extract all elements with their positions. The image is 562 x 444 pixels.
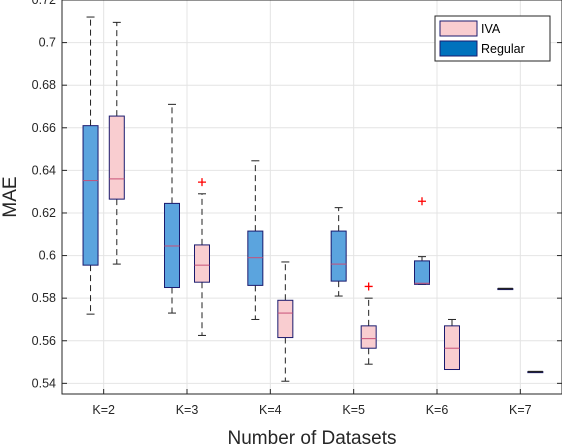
box-regular-K=5 [330,207,347,297]
legend-label-regular: Regular [481,42,525,56]
legend-swatch-regular [439,40,478,57]
legend-swatch-iva [439,20,478,37]
axes [61,0,562,395]
y-tick-label: 0.58 [32,291,56,305]
y-tick-label: 0.68 [32,78,56,92]
box-regular-K=7 [497,287,514,291]
y-tick-label: 0.54 [32,376,56,390]
x-tick-label: K=2 [92,403,115,417]
x-tick-label: K=5 [342,403,365,417]
legend-label-iva: IVA [481,22,501,36]
y-tick-labels: 0.54 0.56 0.58 0.6 0.62 0.64 0.66 0.68 0.7 0.72 [32,0,56,390]
box-body [194,244,210,283]
y-tick-label: 0.7 [39,36,56,50]
x-axis-title: Number of Datasets [228,428,397,444]
box-iva-K=4 [277,261,294,382]
y-axis-title: MAE [0,176,21,217]
y-tick-label: 0.62 [32,206,56,220]
box-body [330,230,347,282]
box-body [360,325,377,349]
box-body [82,125,99,266]
x-tick-label: K=6 [426,403,449,417]
y-tick-label: 0.72 [32,0,56,7]
box-regular-K=3 [164,103,180,314]
box-body [164,202,180,289]
x-tick-label: K=7 [509,403,532,417]
box-body [108,115,125,200]
box-iva-K=6 [444,318,460,371]
box-iva-K=5 [360,282,377,365]
box-iva-K=3 [194,178,210,336]
axes-frame [61,0,562,395]
outlier-marker [198,178,206,187]
y-tick-label: 0.56 [32,334,56,348]
x-tick-label: K=3 [176,403,199,417]
y-tick-label: 0.6 [39,249,56,263]
box-body [247,230,264,286]
box-body [414,260,430,285]
outlier-marker [364,282,373,291]
box-iva-K=7 [527,370,544,374]
box-regular-K=4 [247,160,264,320]
y-tick-label: 0.66 [32,121,56,135]
box-regular-K=6 [414,197,430,285]
grid-lines [62,0,562,394]
box-marks [82,16,544,382]
y-tick-label: 0.64 [32,163,56,177]
box-body [444,325,460,371]
x-tick-label: K=4 [259,403,282,417]
box-regular-K=2 [82,16,99,315]
box-iva-K=2 [108,21,125,265]
outlier-marker [418,197,426,206]
box-body [277,299,294,339]
x-tick-labels: K=2 K=3 K=4 K=5 K=6 K=7 [92,403,531,417]
legend: IVA Regular [434,15,551,62]
plot-area [62,0,562,394]
